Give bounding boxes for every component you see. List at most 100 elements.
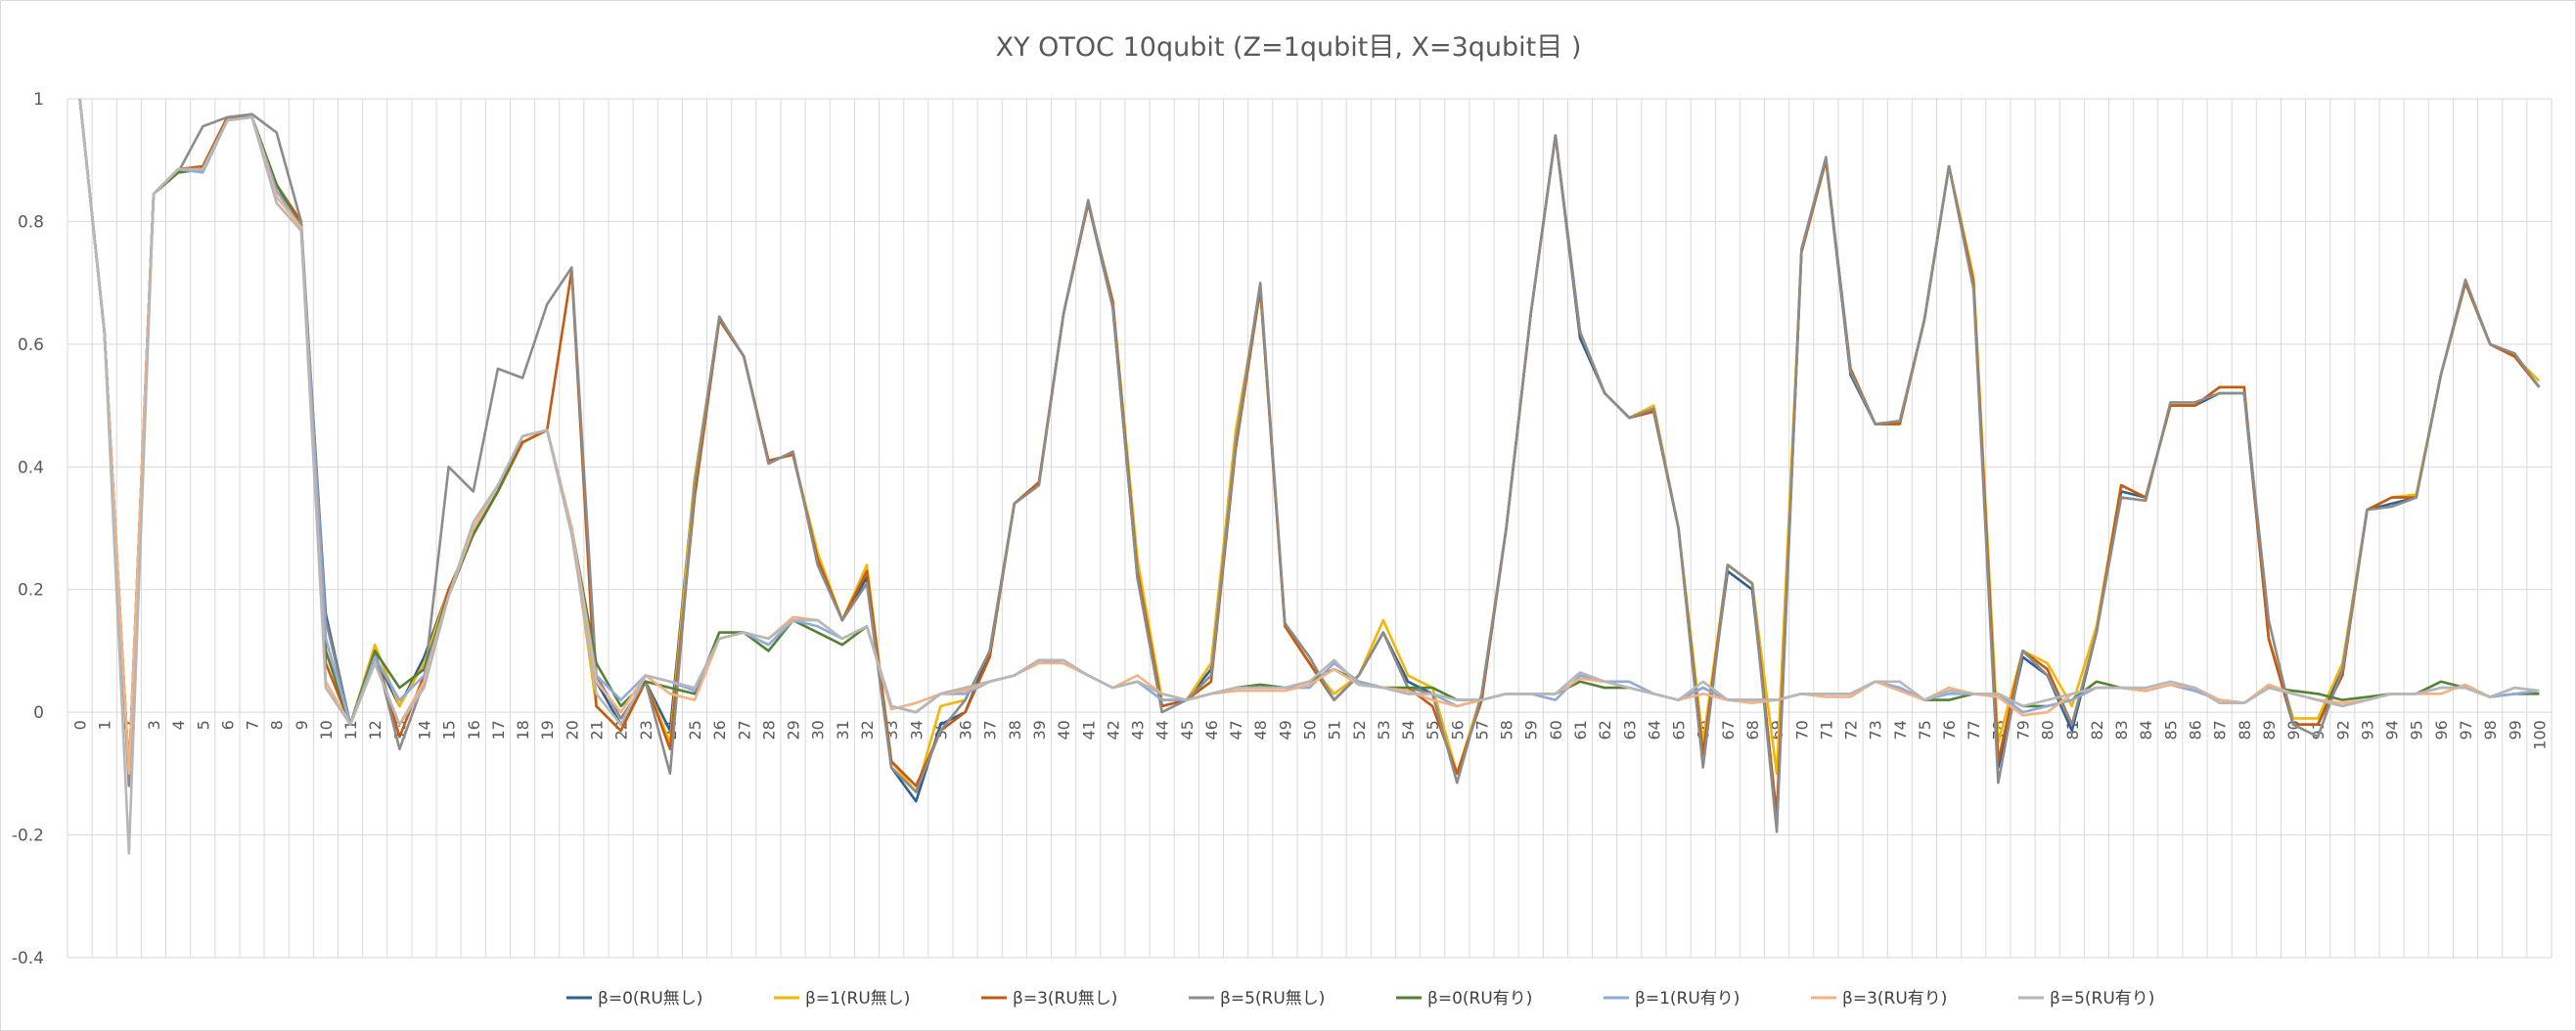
x-tick-label: 46 [1202,720,1221,740]
x-tick-label: 23 [637,720,655,740]
x-tick-label: 82 [2088,720,2106,740]
x-tick-label: 43 [1129,720,1148,740]
x-tick-label: 61 [1571,720,1590,740]
x-tick-label: 84 [2137,720,2155,740]
x-tick-label: 87 [2211,720,2230,740]
x-tick-label: 47 [1227,720,1245,740]
x-tick-label: 71 [1817,720,1835,740]
y-tick-label: 0.2 [18,581,44,601]
x-tick-label: 63 [1620,720,1639,740]
x-tick-label: 18 [514,720,532,740]
y-tick-label: 0.4 [18,458,44,477]
x-tick-label: 88 [2236,720,2254,740]
x-tick-label: 70 [1792,720,1811,740]
y-tick-label: -0.4 [12,949,44,968]
x-tick-label: 9 [293,720,311,730]
x-tick-label: 7 [244,720,262,730]
x-tick-label: 3 [145,720,163,730]
x-tick-label: 72 [1842,720,1861,740]
x-tick-label: 14 [416,720,434,740]
legend-label: β=3(RU有り) [1842,989,1947,1009]
x-tick-label: 21 [587,720,606,740]
x-tick-label: 10 [317,720,336,740]
x-tick-label: 32 [858,720,877,740]
x-tick-label: 60 [1547,720,1565,740]
x-tick-label: 92 [2333,720,2352,740]
x-tick-label: 26 [710,720,729,740]
x-tick-label: 25 [686,720,704,740]
x-tick-label: 99 [2506,720,2524,740]
x-tick-label: 56 [1448,720,1467,740]
x-tick-label: 52 [1350,720,1369,740]
x-tick-label: 80 [2039,720,2057,740]
y-tick-label: -0.2 [12,827,44,846]
x-tick-label: 95 [2408,720,2426,740]
legend-label: β=1(RU無し) [805,989,910,1009]
x-tick-label: 15 [440,720,459,740]
x-tick-label: 67 [1719,720,1738,740]
x-tick-label: 40 [1055,720,1073,740]
x-tick-label: 76 [1940,720,1959,740]
x-tick-label: 74 [1891,720,1910,740]
series-line [78,98,2540,855]
chart-title: XY OTOC 10qubit (Z=1qubit目, X=3qubit目 ) [996,32,1582,63]
x-tick-label: 19 [538,720,557,740]
x-tick-label: 58 [1498,720,1516,740]
x-tick-label: 96 [2432,720,2451,740]
x-tick-label: 41 [1079,720,1098,740]
x-tick-label: 34 [907,720,926,740]
x-tick-label: 73 [1867,720,1885,740]
y-tick-label: 0.6 [18,336,44,355]
series-line [78,98,2540,776]
x-tick-label: 49 [1276,720,1294,740]
x-tick-label: 44 [1153,720,1172,740]
series-line [78,98,2541,833]
x-tick-label: 39 [1030,720,1049,740]
x-tick-label: 97 [2457,720,2475,740]
x-tick-label: 65 [1670,720,1689,740]
x-axis-ticks: 0 1 2 3 4 5 6 7 8 9 10 11 12 13 14 15 16 17 18 19 20 21 22 23 24… [71,720,2550,750]
x-tick-label: 59 [1522,720,1541,740]
x-tick-label: 83 [2112,720,2131,740]
x-tick-label: 100 [2530,720,2549,750]
x-tick-label: 16 [465,720,483,740]
x-tick-label: 4 [169,720,188,730]
x-tick-label: 6 [218,720,237,730]
x-tick-label: 5 [194,720,212,730]
x-tick-label: 54 [1399,720,1418,740]
legend-label: β=0(RU無し) [598,989,702,1009]
y-tick-label: 0 [33,703,44,723]
x-tick-label: 31 [834,720,852,740]
series-lines [78,98,2541,855]
x-tick-label: 2 [120,720,139,730]
x-tick-label: 94 [2383,720,2402,740]
x-tick-label: 45 [1178,720,1197,740]
legend: β=0(RU無し) β=1(RU無し) β=3(RU無し) β=5(RU無し) β=0(… [566,989,2154,1009]
x-tick-label: 12 [366,720,384,740]
gridlines [67,98,2553,959]
x-tick-label: 29 [785,720,803,740]
x-tick-label: 53 [1375,720,1393,740]
legend-label: β=3(RU無し) [1013,989,1117,1009]
x-tick-label: 48 [1251,720,1270,740]
series-line [78,98,2540,776]
x-tick-label: 55 [1424,720,1442,740]
y-tick-label: 0.8 [18,212,44,232]
x-tick-label: 93 [2358,720,2376,740]
x-tick-label: 62 [1596,720,1614,740]
x-tick-label: 86 [2186,720,2204,740]
x-tick-label: 20 [563,720,581,740]
series-line [78,98,2541,819]
x-tick-label: 27 [735,720,753,740]
x-tick-label: 50 [1301,720,1320,740]
series-line [78,98,2541,819]
legend-label: β=0(RU有り) [1427,989,1532,1009]
x-tick-label: 28 [759,720,778,740]
legend-label: β=1(RU有り) [1635,989,1740,1009]
x-tick-label: 77 [1965,720,1983,740]
x-tick-label: 0 [71,720,90,730]
x-tick-label: 79 [2014,720,2033,740]
x-tick-label: 85 [2161,720,2180,740]
x-tick-label: 98 [2481,720,2500,740]
